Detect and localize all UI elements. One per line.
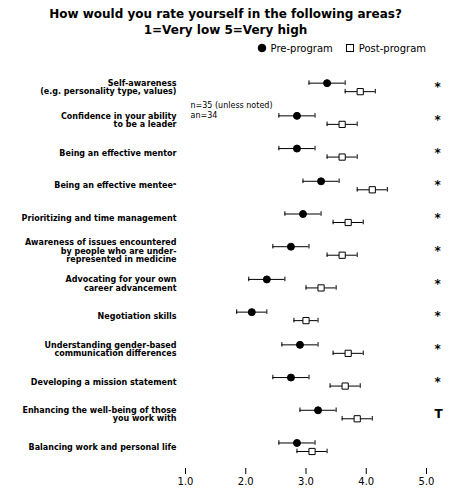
svg-text:Awareness of issues encountere: Awareness of issues encounteredby people… xyxy=(25,238,177,264)
svg-text:*: * xyxy=(435,342,442,356)
svg-text:3.0: 3.0 xyxy=(298,476,314,487)
svg-text:Self-awareness(e.g. personalit: Self-awareness(e.g. personality type, va… xyxy=(40,79,177,96)
svg-text:*: * xyxy=(435,178,442,192)
svg-text:*: * xyxy=(435,146,442,160)
html-text:Post-program: Post-program xyxy=(358,42,426,54)
svg-text:an=34: an=34 xyxy=(191,111,218,120)
svg-text:*: * xyxy=(435,211,442,225)
svg-text:*: * xyxy=(435,309,442,323)
svg-text:T: T xyxy=(435,407,444,421)
html-text:How would you rate yourself in: How would you rate yourself in the follo… xyxy=(49,7,402,21)
svg-text:*: * xyxy=(435,80,442,94)
svg-text:Prioritizing and time manageme: Prioritizing and time management xyxy=(22,214,177,223)
svg-text:Developing a mission statement: Developing a mission statement xyxy=(31,377,177,386)
svg-text:Negotiation skills: Negotiation skills xyxy=(98,312,177,321)
html-text:1=Very low 5=Very high: 1=Very low 5=Very high xyxy=(143,23,308,37)
svg-text:*: * xyxy=(435,244,442,258)
svg-text:5.0: 5.0 xyxy=(419,476,435,487)
svg-text:2.0: 2.0 xyxy=(238,476,254,487)
svg-text:4.0: 4.0 xyxy=(358,476,374,487)
svg-text:Confidence in your abilityto b: Confidence in your abilityto be a leader xyxy=(61,112,177,129)
html-text:Pre-program: Pre-program xyxy=(270,42,333,54)
svg-text:*: * xyxy=(435,277,442,291)
svg-text:Being an effective mentor: Being an effective mentor xyxy=(59,149,176,158)
svg-text:n=35 (unless noted): n=35 (unless noted) xyxy=(191,101,273,110)
svg-text:Understanding gender-basedcomm: Understanding gender-basedcommunication … xyxy=(45,341,177,358)
svg-text:Balancing work and personal li: Balancing work and personal life xyxy=(29,443,178,452)
svg-text:1.0: 1.0 xyxy=(178,476,194,487)
svg-text:*: * xyxy=(435,113,442,127)
svg-text:Being an effective menteeᵃ: Being an effective menteeᵃ xyxy=(54,181,177,190)
svg-text:Advocating for your owncareer: Advocating for your owncareer advancemen… xyxy=(66,275,177,292)
svg-text:*: * xyxy=(435,375,442,389)
svg-text:Enhancing the well-being of th: Enhancing the well-being of thoseyou wor… xyxy=(22,406,177,423)
